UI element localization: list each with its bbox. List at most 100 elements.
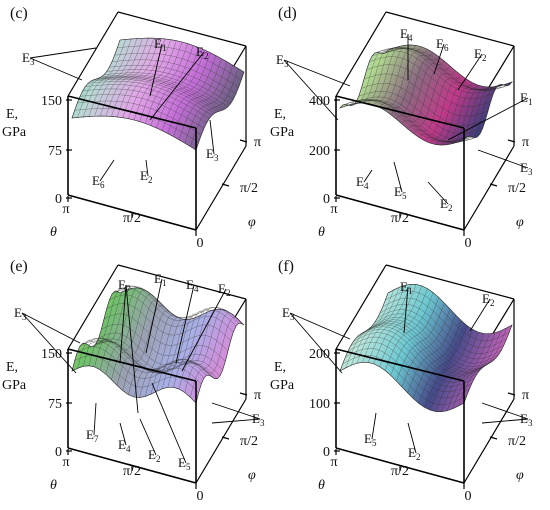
curve-label: E1 xyxy=(400,279,412,296)
label-leader xyxy=(151,382,187,464)
curve-label: E3 xyxy=(282,305,295,322)
phi-tick-label: π/2 xyxy=(508,434,526,449)
curve-label-sub: 3 xyxy=(284,59,289,69)
z-tick-label: 150 xyxy=(41,347,62,362)
curve-label-sub: 3 xyxy=(528,418,533,428)
curve-label-sub: 3 xyxy=(214,153,219,163)
phi-tick-label: π/2 xyxy=(240,434,258,449)
box-back-edge xyxy=(195,398,247,484)
curve-label-sub: 3 xyxy=(528,167,533,177)
box-front-edge xyxy=(67,348,197,382)
curve-label-sub: 3 xyxy=(260,418,265,428)
theta-tick-label: π xyxy=(330,455,337,470)
z-axis-unit: GPa xyxy=(2,378,27,393)
panel-label: (f) xyxy=(278,258,294,275)
box-back-edge xyxy=(335,264,387,350)
phi-axis-label: φ xyxy=(516,468,524,483)
phi-tick-mark xyxy=(489,183,498,187)
phi-axis-label: φ xyxy=(516,215,524,230)
box-back-edge xyxy=(385,11,515,47)
label-leader xyxy=(125,284,139,414)
curve-label-sub: 2 xyxy=(482,53,487,63)
curve-label-sub: 3 xyxy=(22,312,27,322)
curve-label-sub: 1 xyxy=(528,97,533,107)
z-tick-label: 200 xyxy=(309,347,330,362)
theta-tick-label: π/2 xyxy=(123,464,141,479)
label-leader xyxy=(99,159,115,182)
z-axis-unit: GPa xyxy=(270,378,295,393)
curve-label: E2 xyxy=(218,281,230,298)
surface-mesh xyxy=(71,37,245,151)
phi-tick-mark xyxy=(221,183,230,187)
box-back-edge xyxy=(335,11,387,97)
label-leader xyxy=(363,169,373,183)
label-leader xyxy=(149,43,163,97)
label-leader xyxy=(427,181,449,205)
label-leader xyxy=(447,97,529,141)
phi-tick-label: π xyxy=(522,135,529,150)
phi-tick-label: π xyxy=(522,388,529,403)
z-axis-label: E, xyxy=(6,107,18,122)
label-leader xyxy=(283,59,351,87)
curve-label-sub: 1 xyxy=(162,278,167,288)
curve-label-sub: 4 xyxy=(194,284,199,294)
z-tick-label: 200 xyxy=(309,144,330,159)
curve-label: E2 xyxy=(148,447,160,464)
curve-label-sub: 4 xyxy=(364,181,369,191)
label-leader xyxy=(139,418,157,456)
z-tick-label: 0 xyxy=(55,445,62,460)
curve-label-sub: 2 xyxy=(416,452,421,462)
label-leader xyxy=(29,47,97,59)
panel-label: (e) xyxy=(10,258,28,275)
theta-tick-label: 0 xyxy=(465,489,472,504)
curve-label-sub: 1 xyxy=(162,43,167,53)
panel-label: (d) xyxy=(278,5,297,22)
label-leader xyxy=(289,312,351,340)
curve-label-sub: 2 xyxy=(226,288,231,298)
curve-label: E2 xyxy=(140,168,152,185)
curve-label-sub: 3 xyxy=(30,57,35,67)
label-leader xyxy=(119,284,127,364)
z-tick-label: 0 xyxy=(323,445,330,460)
phi-tick-mark xyxy=(239,139,248,143)
curve-label-sub: 2 xyxy=(204,51,209,61)
label-leader xyxy=(209,119,215,155)
z-axis-label: E, xyxy=(274,360,286,375)
surface xyxy=(71,37,245,151)
curve-label-sub: 2 xyxy=(156,454,161,464)
curve-label-sub: 2 xyxy=(490,298,495,308)
curve-label-sub: 1 xyxy=(408,286,413,296)
z-tick-label: 400 xyxy=(309,94,330,109)
curve-label: E2 xyxy=(196,44,208,61)
box-back-edge xyxy=(385,264,515,300)
theta-axis-label: θ xyxy=(50,225,57,240)
theta-tick-label: π/2 xyxy=(391,464,409,479)
curve-label: E2 xyxy=(440,196,452,213)
curve-label-sub: 4 xyxy=(126,444,131,454)
label-leader xyxy=(481,402,529,420)
curve-label-sub: 6 xyxy=(100,180,105,190)
box-front-edge xyxy=(335,348,465,382)
box-back-edge xyxy=(67,264,119,350)
z-tick-label: 0 xyxy=(55,192,62,207)
curve-label-sub: 7 xyxy=(126,284,131,294)
box-back-edge xyxy=(463,398,515,484)
curve-label: E4 xyxy=(400,26,413,43)
curve-label: E2 xyxy=(474,46,486,63)
box-front-edge xyxy=(335,95,465,129)
theta-tick-label: π/2 xyxy=(123,211,141,226)
phi-tick-label: π/2 xyxy=(508,181,526,196)
curve-label: E3 xyxy=(276,52,289,69)
theta-tick-label: 0 xyxy=(197,489,204,504)
theta-tick-label: 0 xyxy=(465,236,472,251)
label-leader xyxy=(371,412,377,440)
phi-tick-label: π xyxy=(254,388,261,403)
curve-label: E7 xyxy=(118,277,131,294)
curve-label-sub: 5 xyxy=(186,462,191,472)
phi-axis-label: φ xyxy=(248,215,256,230)
phi-axis-label: φ xyxy=(248,468,256,483)
z-tick-label: 75 xyxy=(48,397,62,412)
label-leader xyxy=(145,278,163,354)
